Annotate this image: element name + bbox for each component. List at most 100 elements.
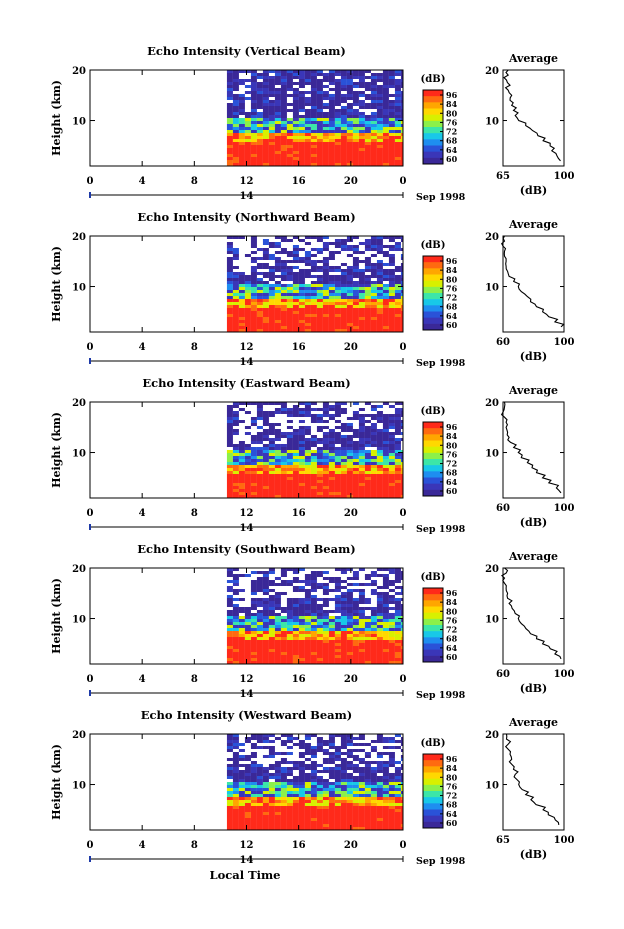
heatmap-cell [400, 809, 403, 812]
heatmap-cell [328, 405, 335, 408]
x-tick-label: 0 [87, 674, 94, 685]
heatmap-cell [400, 420, 403, 423]
heatmap-cell [286, 462, 293, 465]
heatmap-cell [400, 94, 403, 97]
heatmap-cell [334, 622, 341, 625]
heatmap-cell [334, 242, 341, 245]
heatmap-cell [250, 658, 257, 661]
heatmap-cell [262, 438, 269, 441]
heatmap-cell [304, 773, 311, 776]
heatmap-cell [304, 290, 311, 293]
average-profile-line [501, 235, 565, 328]
heatmap-cell [346, 88, 353, 91]
heatmap-cell [274, 302, 281, 305]
heatmap-cell [370, 308, 377, 311]
heatmap-cell [316, 311, 323, 314]
heatmap-cell [352, 610, 359, 613]
heatmap-cell [244, 797, 251, 800]
heatmap-cell [400, 782, 403, 785]
heatmap-cell [226, 299, 233, 302]
heatmap-cell [358, 788, 365, 791]
heatmap-cell [226, 586, 233, 589]
heatmap-cell [304, 260, 311, 263]
heatmap-cell [244, 148, 251, 151]
heatmap-cell [262, 770, 269, 773]
heatmap-cell [394, 622, 401, 625]
heatmap-cell [364, 824, 371, 827]
heatmap-cell [316, 631, 323, 634]
heatmap-cell [244, 444, 251, 447]
heatmap-cell [304, 806, 311, 809]
heatmap-cell [250, 438, 257, 441]
heatmap-cell [238, 293, 245, 296]
colorbar-frame [422, 753, 444, 829]
heatmap-cell [364, 649, 371, 652]
heatmap-cell [388, 323, 395, 326]
heatmap-cell [370, 435, 377, 438]
heatmap-cell [286, 640, 293, 643]
heatmap-cell [274, 634, 281, 637]
heatmap-cell [292, 628, 299, 631]
heatmap-cell [394, 302, 401, 305]
heatmap-cell [262, 112, 269, 115]
average-y-tick-label: 10 [485, 781, 499, 792]
heatmap-cell [346, 305, 353, 308]
heatmap-cell [292, 637, 299, 640]
heatmap-cell [232, 76, 239, 79]
heatmap-cell [322, 625, 329, 628]
heatmap-cell [334, 776, 341, 779]
heatmap-cell [310, 290, 317, 293]
heatmap-cell [346, 610, 353, 613]
heatmap-cell [328, 474, 335, 477]
average-x-label: (dB) [520, 350, 547, 363]
heatmap-cell [352, 643, 359, 646]
heatmap-cell [304, 302, 311, 305]
heatmap-cell [232, 803, 239, 806]
heatmap-cell [250, 773, 257, 776]
heatmap-cell [304, 160, 311, 163]
heatmap-cell [280, 477, 287, 480]
heatmap-cell [256, 577, 263, 580]
heatmap-cell [316, 112, 323, 115]
heatmap-cell [292, 124, 299, 127]
heatmap-cell [304, 462, 311, 465]
heatmap-cell [352, 459, 359, 462]
heatmap-cell [352, 284, 359, 287]
heatmap-cell [298, 151, 305, 154]
heatmap-cell [346, 112, 353, 115]
heatmap-cell [298, 788, 305, 791]
heatmap-cell [334, 438, 341, 441]
heatmap-cell [310, 314, 317, 317]
heatmap-cell [322, 257, 329, 260]
heatmap-cell [376, 88, 383, 91]
heatmap-cell [352, 444, 359, 447]
heatmap-cell [400, 124, 403, 127]
heatmap-cell [394, 465, 401, 468]
heatmap-cell [388, 480, 395, 483]
heatmap-cell [292, 571, 299, 574]
heatmap-cell [244, 121, 251, 124]
heatmap-cell [334, 441, 341, 444]
heatmap-cell [262, 791, 269, 794]
heatmap-cell [250, 287, 257, 290]
heatmap-cell [382, 622, 389, 625]
heatmap-cell [268, 613, 275, 616]
heatmap-cell [292, 586, 299, 589]
heatmap-cell [388, 616, 395, 619]
heatmap-cell [256, 492, 263, 495]
heatmap-cell [274, 598, 281, 601]
heatmap-cell [292, 447, 299, 450]
heatmap-cell [370, 414, 377, 417]
heatmap-cell [310, 782, 317, 785]
heatmap-cell [226, 408, 233, 411]
heatmap-cell [274, 296, 281, 299]
heatmap-cell [298, 70, 305, 73]
heatmap-cell [346, 749, 353, 752]
heatmap-cell [358, 595, 365, 598]
heatmap-cell [370, 103, 377, 106]
heatmap-cell [328, 589, 335, 592]
heatmap-cell [394, 245, 401, 248]
heatmap-cell [328, 293, 335, 296]
heatmap-cell [256, 465, 263, 468]
